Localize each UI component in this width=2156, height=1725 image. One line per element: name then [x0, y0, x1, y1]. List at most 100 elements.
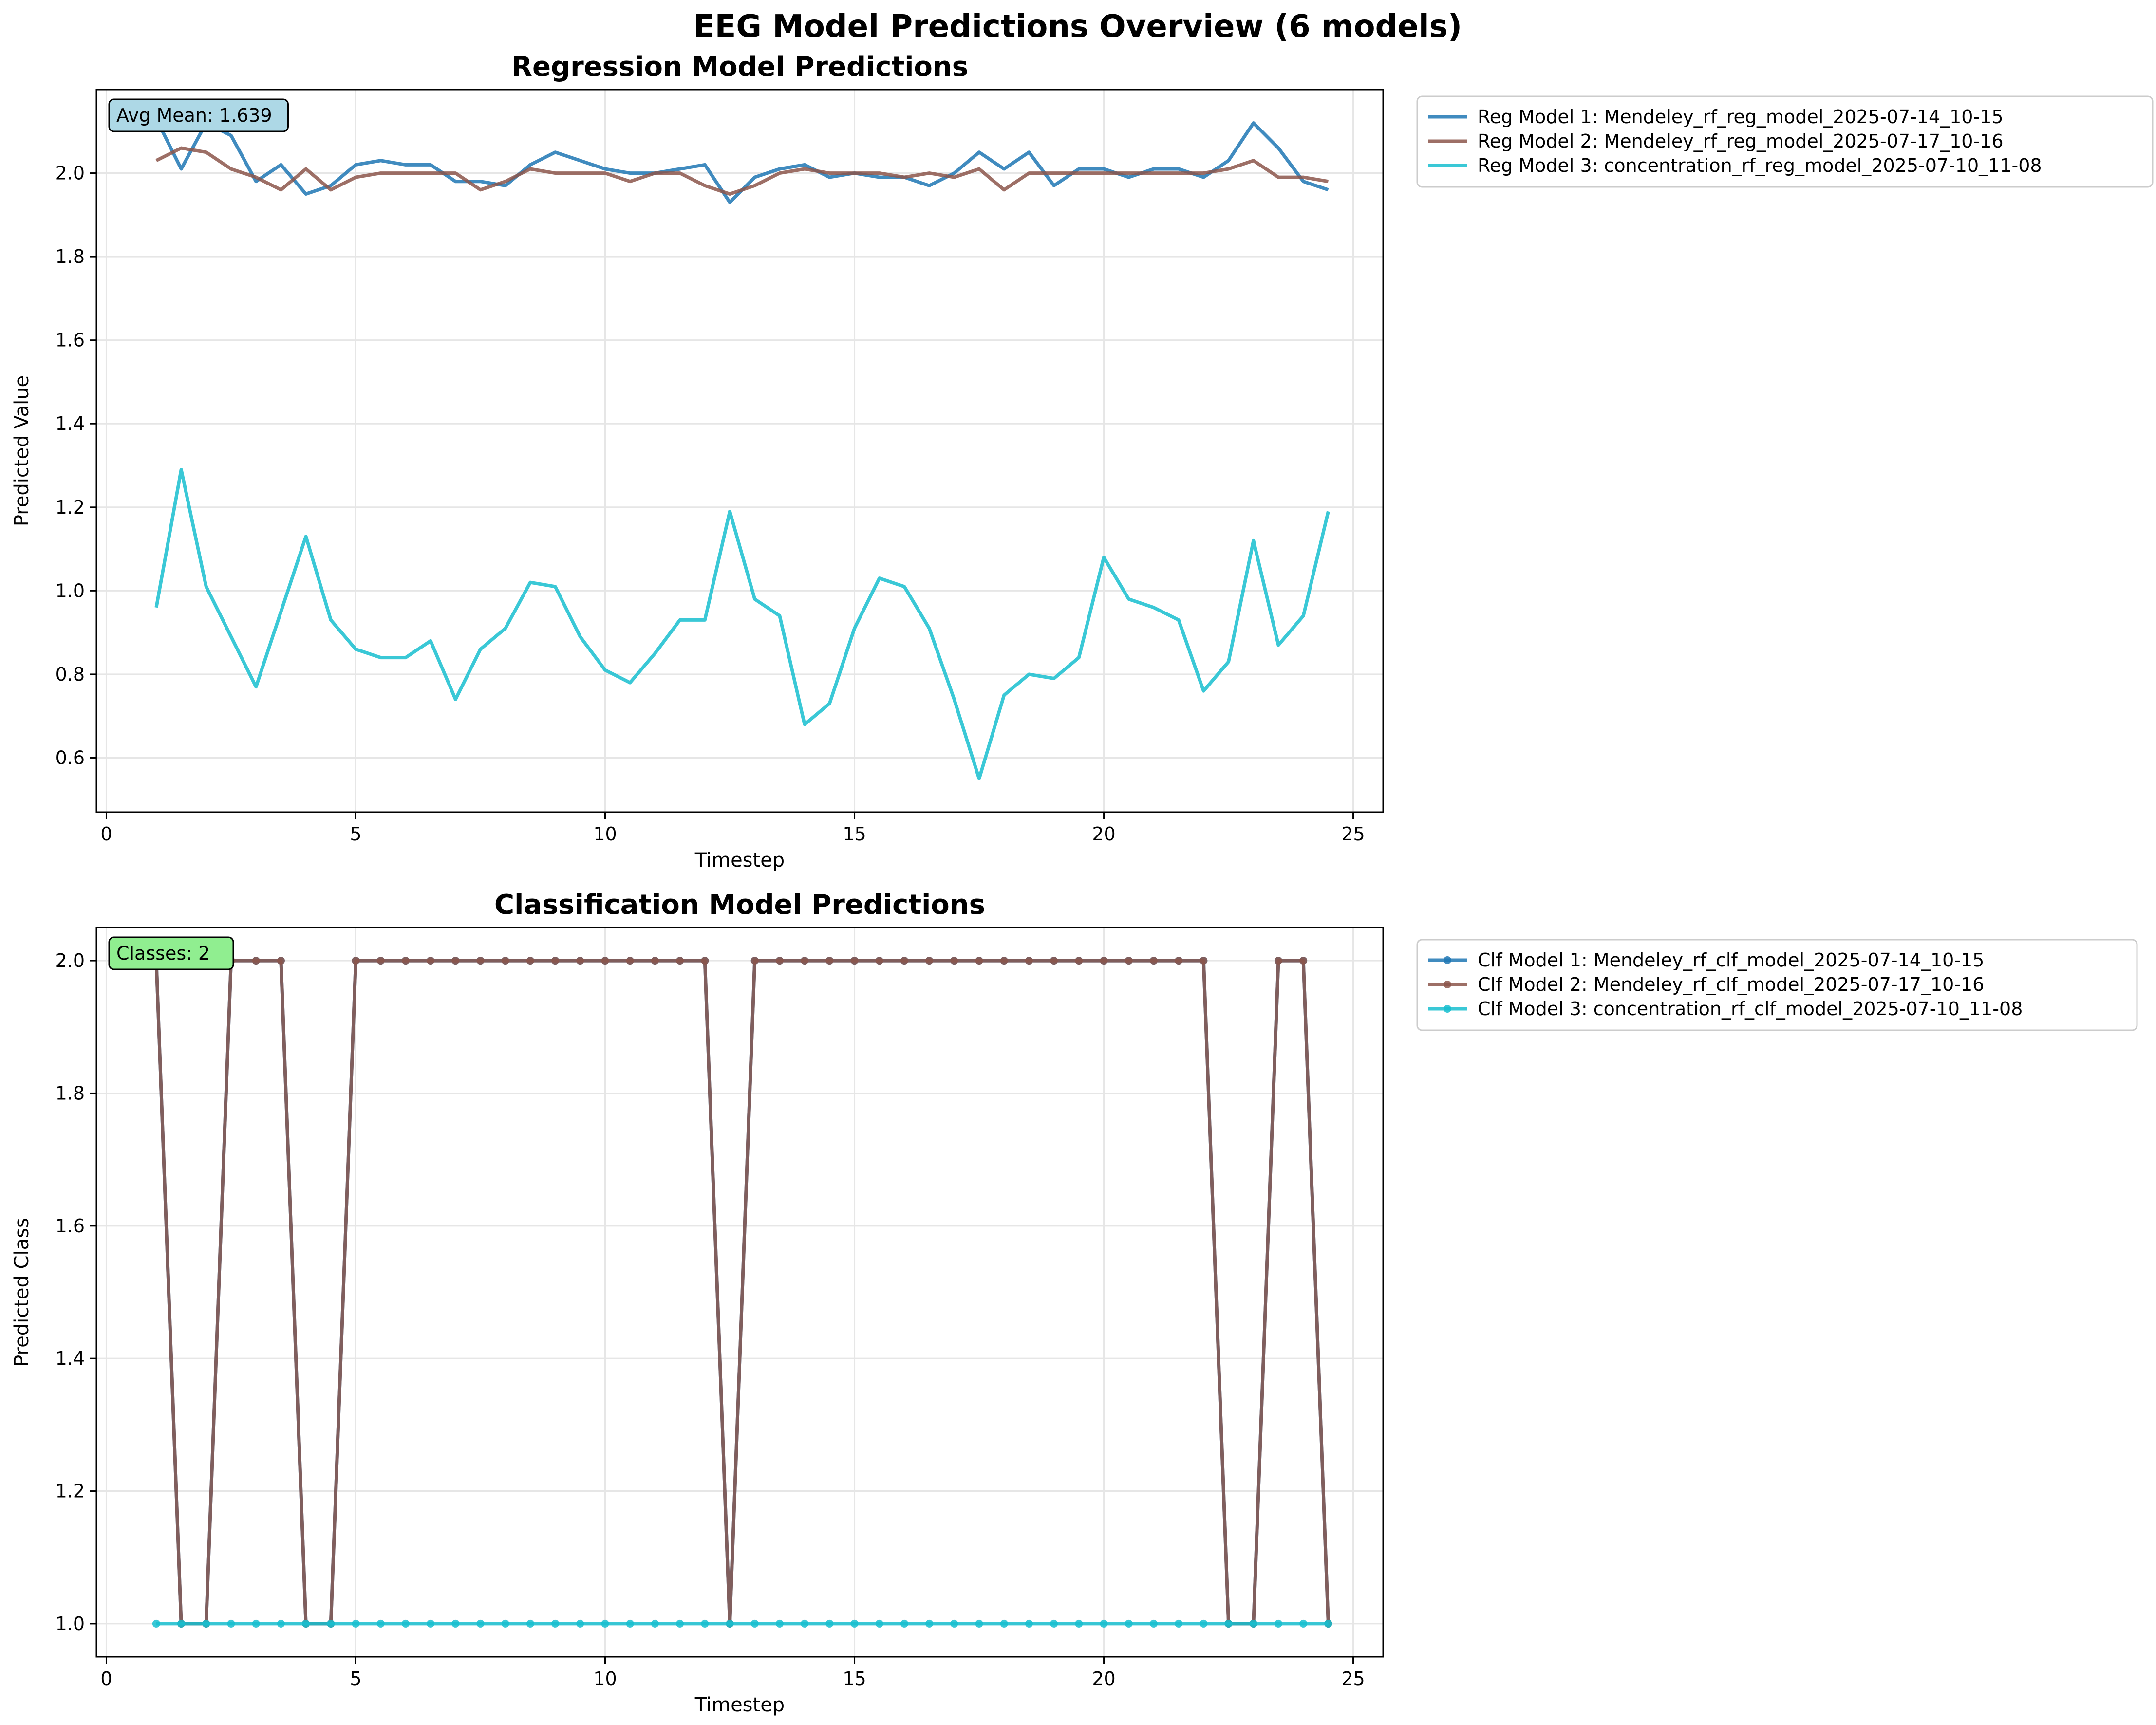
data-point — [626, 957, 634, 965]
data-point — [925, 957, 934, 965]
plot-frame — [95, 89, 1384, 813]
data-point — [875, 957, 883, 965]
legend-frame — [1416, 95, 2154, 188]
data-point — [1000, 1619, 1008, 1628]
x-tick-label: 0 — [100, 823, 112, 845]
legend-marker-1 — [1444, 956, 1451, 964]
data-point — [1299, 957, 1308, 965]
data-point — [825, 1619, 834, 1628]
data-point — [1050, 957, 1058, 965]
data-point — [1274, 1619, 1282, 1628]
data-point — [626, 1619, 634, 1628]
data-point — [352, 957, 360, 965]
data-point — [401, 957, 410, 965]
data-point — [551, 957, 560, 965]
data-point — [925, 1619, 934, 1628]
x-tick-label: 10 — [593, 823, 617, 845]
data-point — [252, 957, 260, 965]
data-point — [676, 957, 684, 965]
data-point — [551, 1619, 560, 1628]
legend-marker-2 — [1444, 981, 1451, 988]
y-axis-label: Predicted Class — [11, 1218, 33, 1367]
data-point — [801, 1619, 809, 1628]
data-point — [1075, 957, 1083, 965]
y-tick-label: 1.2 — [56, 497, 85, 518]
data-point — [1274, 957, 1282, 965]
x-tick-label: 5 — [350, 823, 361, 845]
data-point — [252, 1619, 260, 1628]
chart-title: Classification Model Predictions — [494, 889, 985, 921]
data-point — [651, 1619, 659, 1628]
regression-panel: 0 5 10 15 20 25 0.6 0.8 1.0 1.2 1.4 1.6 1.8 2.0 Regres… — [11, 51, 2154, 872]
y-tick-label: 1.0 — [56, 580, 85, 601]
legend-label-3: Reg Model 3: concentration_rf_reg_model_… — [1478, 155, 2042, 176]
y-tick-label: 2.0 — [56, 163, 85, 184]
classification-panel: 0 5 10 15 20 25 1.0 1.2 1.4 1.6 1.8 2.0 Classificati… — [11, 889, 2138, 1716]
x-axis-label: Timestep — [694, 1694, 785, 1716]
data-point — [376, 957, 385, 965]
data-point — [302, 1619, 310, 1628]
data-point — [277, 1619, 285, 1628]
data-point — [726, 1619, 734, 1628]
data-point — [701, 957, 709, 965]
data-point — [801, 957, 809, 965]
data-point — [476, 957, 485, 965]
data-point — [1149, 957, 1158, 965]
x-tick-label: 20 — [1092, 1668, 1115, 1689]
data-point — [601, 957, 609, 965]
data-point — [401, 1619, 410, 1628]
data-point — [501, 957, 509, 965]
data-point — [451, 957, 460, 965]
data-point — [1050, 1619, 1058, 1628]
data-point — [526, 1619, 534, 1628]
y-axis-label: Predicted Value — [11, 375, 33, 526]
legend-label-2: Reg Model 2: Mendeley_rf_reg_model_2025-… — [1478, 130, 2004, 152]
data-point — [1125, 957, 1133, 965]
y-tick-label: 1.6 — [56, 330, 85, 351]
data-point — [825, 957, 834, 965]
data-point — [601, 1619, 609, 1628]
legend: Clf Model 1: Mendeley_rf_clf_model_2025-… — [1416, 939, 2138, 1031]
data-point — [850, 1619, 859, 1628]
legend: Reg Model 1: Mendeley_rf_reg_model_2025-… — [1416, 95, 2154, 188]
data-point — [476, 1619, 485, 1628]
series-line-2 — [154, 959, 1330, 1626]
data-point — [775, 1619, 784, 1628]
data-point — [975, 957, 983, 965]
series-line-3 — [154, 468, 1330, 780]
data-point — [576, 1619, 584, 1628]
y-tick-label: 1.8 — [56, 1082, 85, 1104]
y-tick-label: 1.4 — [56, 413, 85, 434]
data-point — [576, 957, 584, 965]
x-tick-label: 25 — [1341, 1668, 1365, 1689]
data-point — [651, 957, 659, 965]
x-tick-label: 5 — [350, 1668, 361, 1689]
data-point — [451, 1619, 460, 1628]
legend-frame — [1416, 939, 2138, 1031]
x-tick-label: 0 — [100, 1668, 112, 1689]
data-point — [900, 1619, 908, 1628]
data-point — [1000, 957, 1008, 965]
data-point — [950, 957, 958, 965]
data-point — [1025, 957, 1033, 965]
x-tick-label: 15 — [843, 823, 866, 845]
data-point — [1149, 1619, 1158, 1628]
data-point — [1200, 1619, 1208, 1628]
data-point — [152, 1619, 160, 1628]
data-point — [327, 1619, 335, 1628]
annotation-box: Classes: 2 — [108, 936, 234, 970]
legend-label-1: Clf Model 1: Mendeley_rf_clf_model_2025-… — [1478, 949, 1984, 971]
x-tick-label: 10 — [593, 1668, 617, 1689]
data-point — [775, 957, 784, 965]
data-point — [177, 1619, 186, 1628]
data-point — [526, 957, 534, 965]
annotation-background — [108, 98, 289, 132]
data-point — [427, 1619, 435, 1628]
y-tick-label: 1.4 — [56, 1348, 85, 1369]
chart-title: Regression Model Predictions — [511, 51, 968, 83]
legend-label-1: Reg Model 1: Mendeley_rf_reg_model_2025-… — [1478, 106, 2004, 128]
legend-label-3: Clf Model 3: concentration_rf_clf_model_… — [1478, 998, 2023, 1020]
y-tick-label: 1.6 — [56, 1215, 85, 1237]
data-point — [875, 1619, 883, 1628]
